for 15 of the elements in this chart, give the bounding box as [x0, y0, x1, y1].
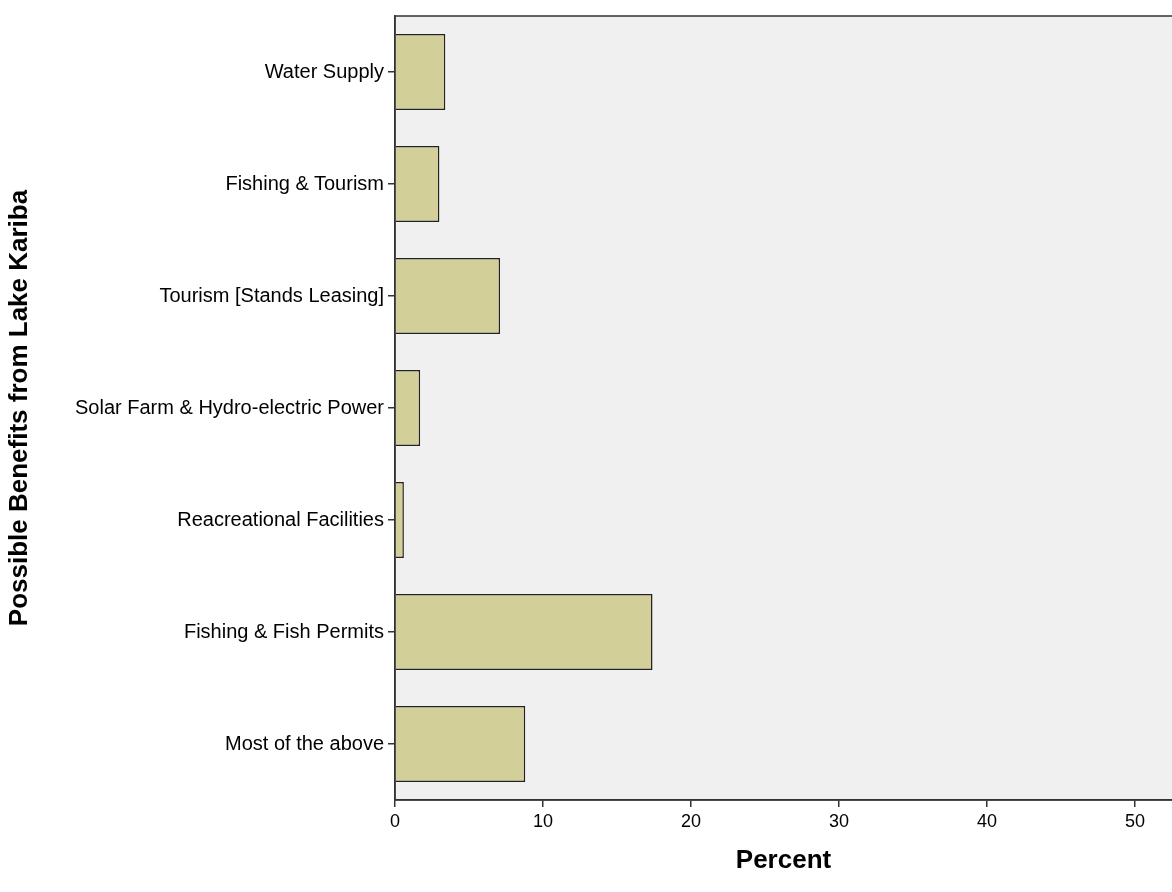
x-axis-title: Percent [735, 843, 832, 874]
y-tick-label: Fishing & Tourism [225, 171, 384, 194]
x-tick-label: 0 [389, 810, 401, 831]
x-tick-label: 30 [828, 810, 850, 831]
y-tick-label: Solar Farm & Hydro-electric Power [75, 395, 385, 418]
x-tick-label: 10 [532, 810, 554, 831]
x-tick-label: 20 [680, 810, 702, 831]
y-tick-label: Reacreational Facilities [177, 507, 384, 530]
y-tick-label: Most of the above [225, 731, 384, 754]
y-tick-label: Fishing & Fish Permits [183, 619, 384, 642]
y-axis-title: Possible Benefits from Lake Kariba [2, 189, 33, 627]
x-tick-label: 50 [1124, 810, 1146, 831]
y-tick-label: Tourism [Stands Leasing] [159, 283, 384, 306]
y-tick-label: Water Supply [264, 59, 384, 82]
x-tick-label: 40 [976, 810, 998, 831]
